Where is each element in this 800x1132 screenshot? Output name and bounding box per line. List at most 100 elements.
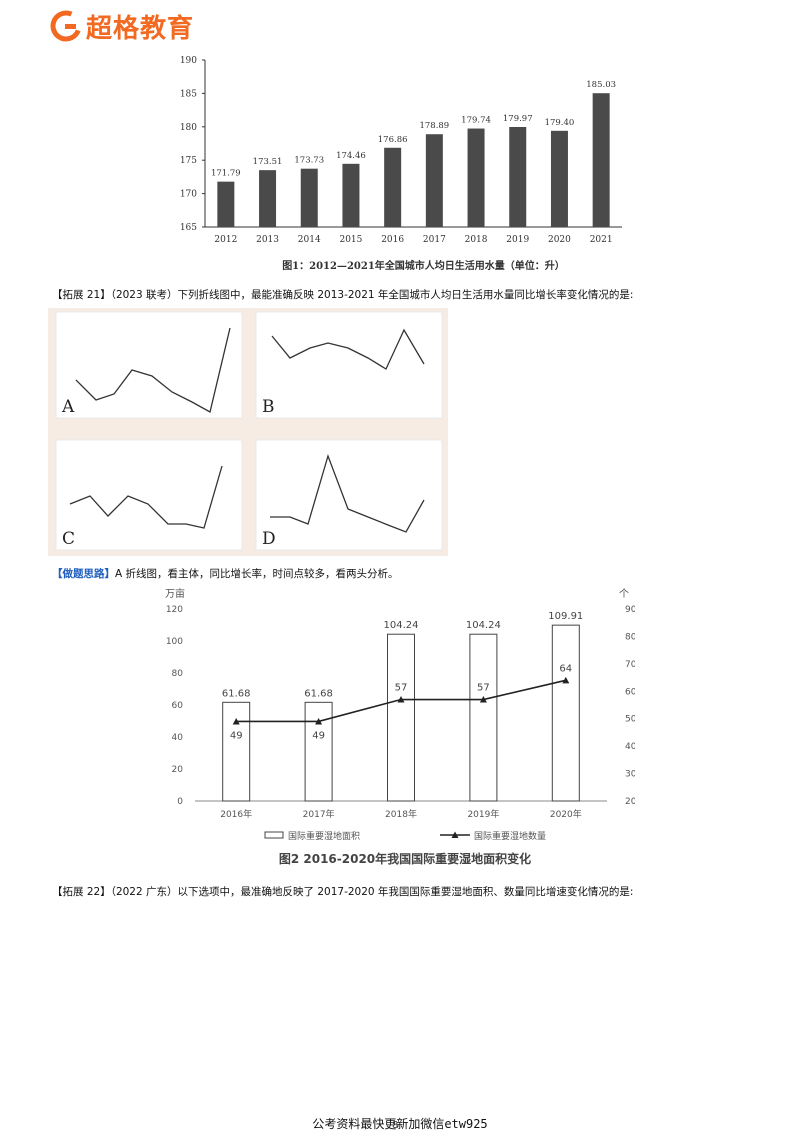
x-tick-label: 2019年: [467, 808, 499, 820]
brand-logo: 超格教育: [50, 8, 194, 44]
option-letter: B: [262, 397, 275, 417]
option-d-chart: D: [255, 439, 443, 551]
x-tick-label: 2021: [590, 235, 613, 245]
right-tick-label: 80: [625, 632, 635, 642]
bar-value-label: 176.86: [378, 135, 408, 145]
option-a-chart: A: [55, 311, 243, 419]
option-panel: [55, 311, 243, 419]
question-21: 【拓展 21】（2023 联考）下列折线图中，最能准确反映 2013-2021 …: [52, 289, 634, 301]
right-tick-label: 60: [625, 687, 635, 697]
bar-value-label: 173.51: [253, 157, 283, 167]
x-tick-label: 2013: [256, 235, 279, 245]
count-point: [315, 717, 323, 725]
right-tick-label: 20: [625, 797, 635, 807]
bar-value-label: 61.68: [304, 688, 333, 699]
legend-line-label: 国际重要湿地数量: [474, 830, 546, 842]
y-tick-label: 190: [180, 56, 197, 66]
count-value-label: 49: [230, 730, 243, 741]
bar-value-label: 179.40: [545, 118, 575, 128]
x-tick-label: 2017: [423, 235, 446, 245]
bar-value-label: 179.74: [461, 116, 491, 126]
bar-2017年: [304, 701, 333, 802]
bar-2013: [259, 170, 277, 227]
bar-value-label: 104.24: [384, 620, 419, 631]
option-b-chart: B: [255, 311, 443, 419]
page-number: 8: [392, 1120, 399, 1131]
option-charts: A B C D: [48, 308, 448, 556]
x-tick-label: 2018年: [385, 808, 417, 820]
x-tick-label: 2018: [465, 235, 488, 245]
legend-bar-label: 国际重要湿地面积: [288, 830, 360, 842]
option-line: [271, 328, 425, 370]
count-point: [397, 696, 405, 703]
option-letter: C: [62, 529, 75, 549]
bar-2019年: [469, 633, 498, 802]
option-line: [270, 453, 425, 533]
right-tick-label: 70: [625, 660, 635, 670]
bar-2014: [300, 168, 318, 227]
count-value-label: 49: [312, 730, 325, 741]
bar-value-label: 104.24: [466, 620, 501, 631]
left-tick-label: 120: [166, 605, 183, 615]
bar-2020: [550, 130, 568, 227]
bar-value-label: 109.91: [548, 611, 583, 622]
y-tick-label: 185: [180, 89, 197, 99]
option-c-chart: C: [55, 439, 243, 551]
bar-2012: [217, 181, 235, 227]
x-tick-label: 2016: [381, 235, 404, 245]
bar-2016年: [222, 701, 251, 802]
y-tick-label: 165: [180, 223, 197, 233]
right-tick-label: 30: [625, 770, 635, 780]
bar-2019: [509, 127, 527, 227]
right-tick-label: 90: [625, 605, 635, 615]
legend-line-marker: [451, 831, 459, 838]
hint-text: A 折线图，看主体，同比增长率，时间点较多，看两头分析。: [115, 568, 399, 580]
bar-value-label: 178.89: [419, 121, 449, 131]
option-letter: A: [61, 397, 75, 417]
legend-bar-swatch: [264, 831, 284, 839]
option-panel: [55, 439, 243, 551]
bar-value-label: 185.03: [586, 80, 616, 90]
option-letter: D: [262, 529, 276, 549]
x-tick-label: 2020: [548, 235, 571, 245]
wetland-combo-chart: 万亩 个 0 20 40 60 80 100 120 20 30 40 50 60 70 80 90 61.68 2…: [165, 587, 635, 866]
x-tick-label: 2020年: [550, 808, 582, 820]
footer-note: 公考资料最快更新加微信etw925: [0, 1115, 800, 1132]
bar-2016: [384, 147, 402, 227]
count-value-label: 57: [477, 683, 490, 694]
x-tick-label: 2015: [339, 235, 362, 245]
left-tick-label: 20: [172, 765, 184, 775]
chart1-title: 图1：2012—2021年全国城市人均日生活用水量（单位：升）: [282, 259, 565, 272]
x-tick-label: 2019: [506, 235, 529, 245]
brand-logo-icon: [50, 10, 82, 42]
solution-hint: 【做题思路】A 折线图，看主体，同比增长率，时间点较多，看两头分析。: [52, 566, 399, 581]
y-tick-label: 170: [180, 190, 197, 200]
bar-value-label: 61.68: [222, 688, 251, 699]
count-value-label: 57: [395, 683, 408, 694]
hint-label: 【做题思路】: [52, 568, 115, 580]
x-tick-label: 2016年: [220, 808, 252, 820]
right-unit-label: 个: [619, 588, 629, 600]
count-point: [232, 717, 240, 725]
option-line: [69, 465, 223, 529]
count-point: [479, 696, 487, 703]
bar-2018年: [387, 633, 415, 802]
bar-2020年: [551, 624, 580, 802]
chart2-title: 图2 2016-2020年我国国际重要湿地面积变化: [279, 851, 531, 866]
y-tick-label: 180: [180, 123, 197, 133]
left-tick-label: 0: [177, 797, 183, 807]
right-tick-label: 40: [625, 742, 635, 752]
bar-value-label: 173.73: [294, 156, 324, 166]
bar-value-label: 179.97: [503, 114, 533, 124]
bar-value-label: 171.79: [211, 169, 241, 179]
bar-value-label: 174.46: [336, 151, 366, 161]
bar-2021: [592, 93, 610, 227]
left-tick-label: 80: [172, 669, 184, 679]
y-tick-label: 175: [180, 156, 197, 166]
question-22: 【拓展 22】（2022 广东）以下选项中，最准确地反映了 2017-2020 …: [52, 886, 634, 898]
option-panel: [255, 439, 443, 551]
brand-name: 超格教育: [86, 13, 195, 44]
x-tick-label: 2017年: [303, 808, 335, 820]
option-panel: [255, 311, 443, 419]
bar-2017: [425, 134, 443, 227]
